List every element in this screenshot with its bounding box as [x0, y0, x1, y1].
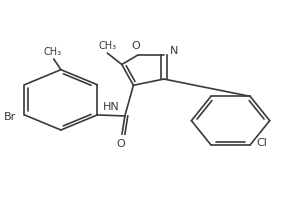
Text: HN: HN — [103, 102, 119, 112]
Text: CH₃: CH₃ — [98, 41, 116, 51]
Text: N: N — [170, 46, 179, 56]
Text: O: O — [131, 41, 140, 51]
Text: CH₃: CH₃ — [43, 47, 61, 57]
Text: Br: Br — [4, 112, 16, 122]
Text: O: O — [116, 139, 125, 149]
Text: Cl: Cl — [256, 138, 267, 148]
